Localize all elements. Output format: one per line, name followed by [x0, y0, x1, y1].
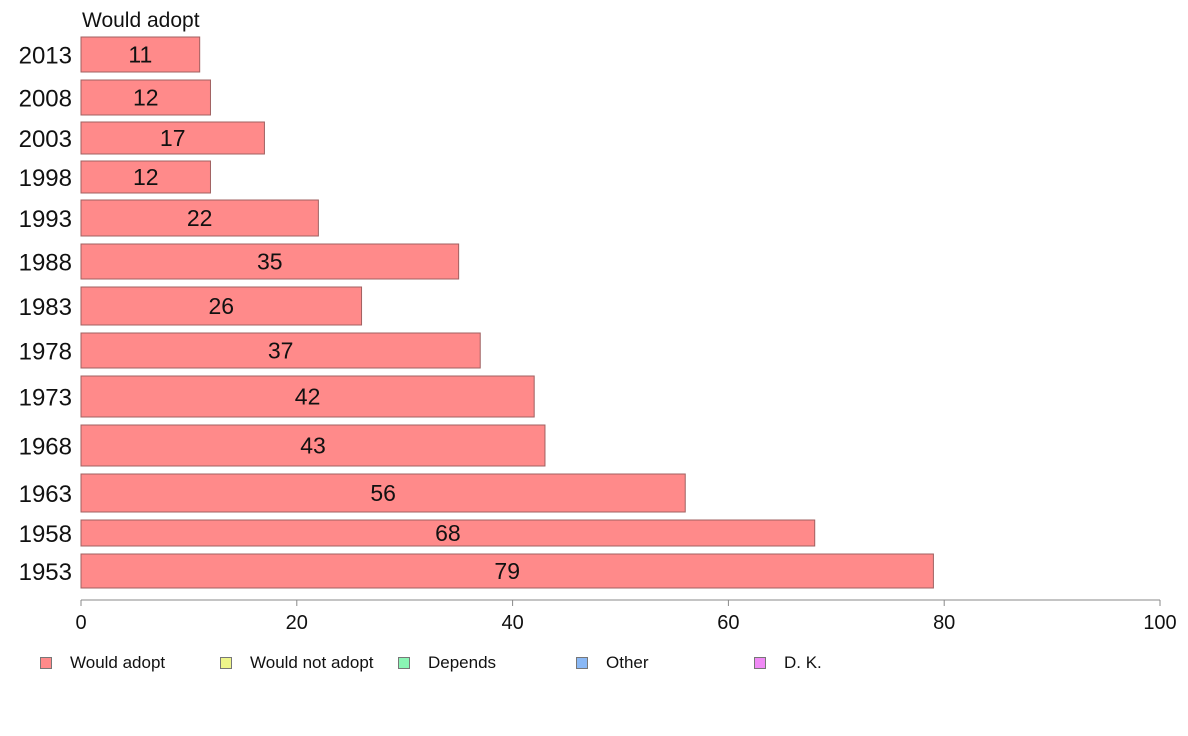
legend-item-depends: Depends — [398, 653, 496, 673]
legend-swatch — [40, 657, 52, 669]
bar-value-label-1993: 22 — [187, 205, 213, 231]
category-label-2003: 2003 — [19, 126, 72, 153]
bar-1968 — [80, 424, 546, 467]
category-label-1998: 1998 — [19, 165, 72, 192]
bar-1983 — [80, 286, 363, 326]
x-tick-label-60: 60 — [717, 612, 739, 634]
bar-1973 — [80, 375, 535, 418]
bar-value-label-2013: 11 — [128, 42, 152, 68]
series-title: Would adopt — [82, 9, 200, 32]
x-tick-label-100: 100 — [1143, 612, 1176, 634]
legend-item-other: Other — [576, 653, 649, 673]
bar-1963 — [80, 473, 686, 513]
category-label-1988: 1988 — [19, 250, 72, 277]
bar-value-label-2003: 17 — [160, 125, 186, 151]
legend-item-would-not-adopt: Would not adopt — [220, 653, 374, 673]
category-label-1978: 1978 — [19, 339, 72, 366]
category-label-1973: 1973 — [19, 385, 72, 412]
category-label-1958: 1958 — [19, 521, 72, 548]
x-axis: 0 20 40 60 80 100 — [75, 599, 1177, 634]
legend-swatch — [220, 657, 232, 669]
legend-item-d-k: D. K. — [754, 653, 822, 673]
legend-label: Other — [606, 653, 649, 672]
legend-label: Would not adopt — [250, 653, 374, 672]
bar-value-label-1988: 35 — [257, 249, 283, 275]
bar-value-label-1983: 26 — [208, 293, 234, 319]
legend-label: Would adopt — [70, 653, 166, 672]
category-label-1983: 1983 — [19, 294, 72, 321]
bar-1978 — [80, 332, 481, 369]
bar-value-label-2008: 12 — [133, 85, 159, 111]
legend-swatch — [576, 657, 588, 669]
bar-1958 — [80, 519, 816, 547]
category-label-1993: 1993 — [19, 206, 72, 233]
bar-1998 — [80, 160, 211, 194]
bar-2008 — [80, 79, 211, 116]
x-tick-label-80: 80 — [933, 612, 955, 634]
category-label-1953: 1953 — [19, 559, 72, 586]
x-tick-label-20: 20 — [286, 612, 308, 634]
legend-label: Depends — [428, 653, 497, 672]
bar-value-label-1968: 43 — [300, 433, 326, 459]
bar-value-label-1998: 12 — [133, 164, 159, 190]
bar-chart: Would adopt 11 2013 12 2008 17 2003 12 1998 22 19… — [19, 9, 1177, 634]
category-label-1968: 1968 — [19, 434, 72, 461]
legend-swatch — [398, 657, 410, 669]
bars-layer: 11 2013 12 2008 17 2003 12 1998 22 1993 35 1988 26 19… — [19, 36, 934, 589]
bar-value-label-1973: 42 — [295, 384, 321, 410]
bar-value-label-1963: 56 — [370, 480, 396, 506]
bar-value-label-1958: 68 — [435, 520, 461, 546]
bar-value-label-1978: 37 — [268, 338, 294, 364]
bar-value-label-1953: 79 — [494, 558, 520, 584]
legend-label: D. K. — [784, 653, 822, 672]
bar-1993 — [80, 199, 319, 237]
x-tick-label-40: 40 — [501, 612, 523, 634]
bar-1988 — [80, 243, 460, 280]
category-label-2013: 2013 — [19, 43, 72, 70]
bar-2003 — [80, 121, 265, 155]
category-label-2008: 2008 — [19, 86, 72, 113]
legend-item-would-adopt: Would adopt — [40, 653, 165, 673]
bar-1953 — [80, 553, 934, 589]
category-label-1963: 1963 — [19, 481, 72, 508]
x-tick-label-0: 0 — [75, 612, 86, 634]
legend-swatch — [754, 657, 766, 669]
bar-2013 — [80, 36, 201, 73]
